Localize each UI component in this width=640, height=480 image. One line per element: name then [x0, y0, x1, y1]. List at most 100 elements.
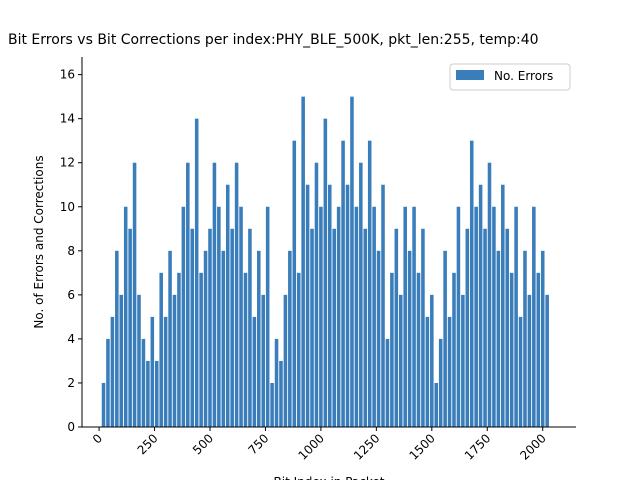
bar — [421, 228, 425, 427]
bar — [381, 184, 385, 427]
bar — [487, 162, 492, 427]
bar — [150, 316, 155, 427]
bar — [354, 206, 359, 427]
bar — [181, 206, 186, 427]
bar — [119, 294, 124, 427]
bar — [261, 294, 266, 427]
bar — [514, 206, 518, 427]
y-tick-label: 10 — [60, 200, 75, 214]
bar — [159, 272, 163, 427]
bar — [101, 382, 106, 427]
bar — [465, 228, 470, 427]
bar — [536, 272, 541, 427]
bar — [416, 272, 421, 427]
bar — [385, 338, 390, 427]
bar — [292, 140, 297, 427]
y-tick-label: 2 — [67, 376, 75, 390]
bar — [194, 118, 199, 428]
y-tick-label: 16 — [60, 68, 75, 82]
bar — [359, 162, 363, 427]
bar — [518, 316, 523, 427]
y-axis-label: No. of Errors and Corrections — [32, 155, 46, 328]
bar — [367, 140, 372, 427]
bar — [332, 228, 336, 427]
x-tick-label: 750 — [245, 431, 271, 457]
bar — [172, 294, 177, 427]
bar — [314, 162, 319, 427]
bar — [540, 250, 545, 427]
bar — [141, 338, 146, 427]
bar — [310, 228, 314, 427]
bar — [203, 250, 208, 427]
bar — [265, 206, 270, 427]
bar — [527, 294, 532, 427]
legend-label: No. Errors — [494, 69, 553, 83]
y-tick-label: 4 — [67, 332, 75, 346]
x-axis-label: Bit Index in Packet — [274, 475, 385, 480]
bar — [301, 96, 305, 428]
bar — [234, 162, 239, 427]
bar — [257, 250, 261, 427]
bar — [274, 338, 279, 427]
bar — [225, 184, 230, 427]
bar — [305, 184, 310, 427]
bar — [412, 206, 416, 427]
x-tick-label: 1250 — [351, 431, 382, 462]
y-tick-label: 0 — [67, 420, 75, 434]
bar — [217, 206, 221, 427]
bar — [461, 294, 465, 427]
bar — [532, 206, 536, 427]
bar — [434, 382, 439, 427]
bar — [447, 316, 452, 427]
bar — [509, 272, 514, 427]
x-tick-label: 250 — [135, 431, 161, 457]
bar — [398, 294, 403, 427]
bar — [168, 250, 172, 427]
bar — [430, 294, 434, 427]
x-tick-label: 0 — [90, 431, 105, 446]
bar — [443, 250, 447, 427]
bar — [243, 272, 248, 427]
bar — [296, 272, 301, 427]
bar — [350, 96, 354, 428]
y-tick-label: 12 — [60, 156, 75, 170]
bar — [341, 140, 345, 427]
bar — [132, 162, 137, 427]
bar — [456, 206, 461, 427]
bar — [394, 228, 399, 427]
bar — [323, 118, 328, 428]
bar — [248, 228, 252, 427]
bar — [478, 184, 483, 427]
bar — [496, 250, 501, 427]
bar — [230, 228, 234, 427]
y-tick-label: 14 — [60, 112, 75, 126]
bar — [403, 206, 407, 427]
y-tick-label: 8 — [67, 244, 75, 258]
bar — [363, 228, 368, 427]
bar — [270, 382, 274, 427]
bar — [208, 228, 212, 427]
bar — [199, 272, 203, 427]
x-tick-label: 1000 — [296, 431, 327, 462]
bar — [523, 250, 527, 427]
bars — [101, 96, 549, 428]
bar — [328, 184, 332, 427]
bar — [279, 360, 283, 427]
bar — [106, 338, 110, 427]
bar — [376, 250, 381, 427]
x-tick-label: 1750 — [462, 431, 493, 462]
x-tick-label: 500 — [190, 431, 216, 457]
legend-swatch — [456, 70, 484, 80]
y-tick-label: 6 — [67, 288, 75, 302]
legend: No. Errors — [449, 63, 571, 91]
bar — [483, 228, 487, 427]
bar — [438, 338, 443, 427]
bar — [190, 228, 195, 427]
bar — [163, 316, 168, 427]
bar — [137, 294, 141, 427]
bar — [221, 250, 226, 427]
bar — [390, 272, 394, 427]
bar — [425, 316, 430, 427]
